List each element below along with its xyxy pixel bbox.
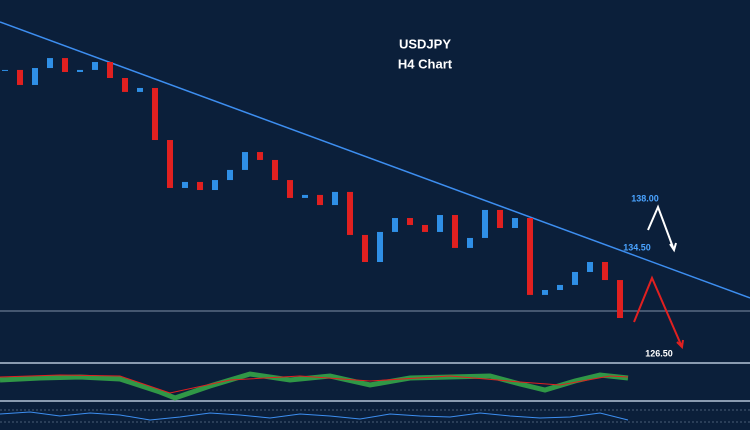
candle — [227, 169, 233, 181]
candle — [167, 140, 173, 188]
candle — [317, 194, 323, 206]
candle — [392, 218, 398, 232]
candle — [362, 234, 368, 263]
candle — [122, 78, 128, 92]
candle — [347, 191, 353, 235]
candle — [197, 181, 203, 191]
candle — [242, 152, 248, 170]
chart-subtitle: H4 Chart — [398, 56, 453, 71]
candle — [47, 58, 53, 69]
candle — [617, 280, 623, 319]
arrow-up-scenario — [647, 204, 675, 251]
trendline — [0, 21, 750, 299]
candle — [32, 68, 38, 85]
candle — [557, 284, 563, 291]
candle — [332, 191, 338, 206]
candle — [107, 62, 113, 79]
level-label: 138.00 — [631, 193, 659, 203]
candle — [17, 69, 23, 85]
candle — [287, 180, 293, 198]
level-label: 134.50 — [623, 242, 651, 252]
candle — [182, 181, 188, 188]
candle — [62, 58, 68, 72]
candle — [212, 180, 218, 191]
candle — [482, 209, 488, 238]
candle — [497, 209, 503, 228]
candle — [137, 87, 143, 92]
candle — [512, 218, 518, 228]
level-label: 126.50 — [645, 348, 673, 358]
candle — [542, 290, 548, 295]
candle — [437, 215, 443, 232]
arrow-down-scenario — [633, 275, 683, 348]
candle — [272, 159, 278, 181]
candle — [92, 62, 98, 70]
candle — [452, 215, 458, 248]
candle — [257, 152, 263, 160]
candle — [152, 87, 158, 141]
candle — [377, 231, 383, 263]
candle — [587, 262, 593, 272]
indicator-line — [0, 411, 629, 421]
candle — [302, 194, 308, 198]
arrowhead — [669, 242, 677, 253]
indicator-histogram — [0, 371, 629, 401]
candle — [407, 218, 413, 225]
indicator-signal — [0, 374, 629, 394]
chart-title: USDJPY — [399, 36, 451, 51]
candle — [77, 69, 83, 72]
candle — [572, 271, 578, 285]
candle — [467, 237, 473, 248]
arrowhead — [676, 339, 684, 350]
candle — [602, 262, 608, 281]
candle — [422, 224, 428, 232]
candle — [527, 218, 533, 295]
candle — [2, 69, 8, 71]
